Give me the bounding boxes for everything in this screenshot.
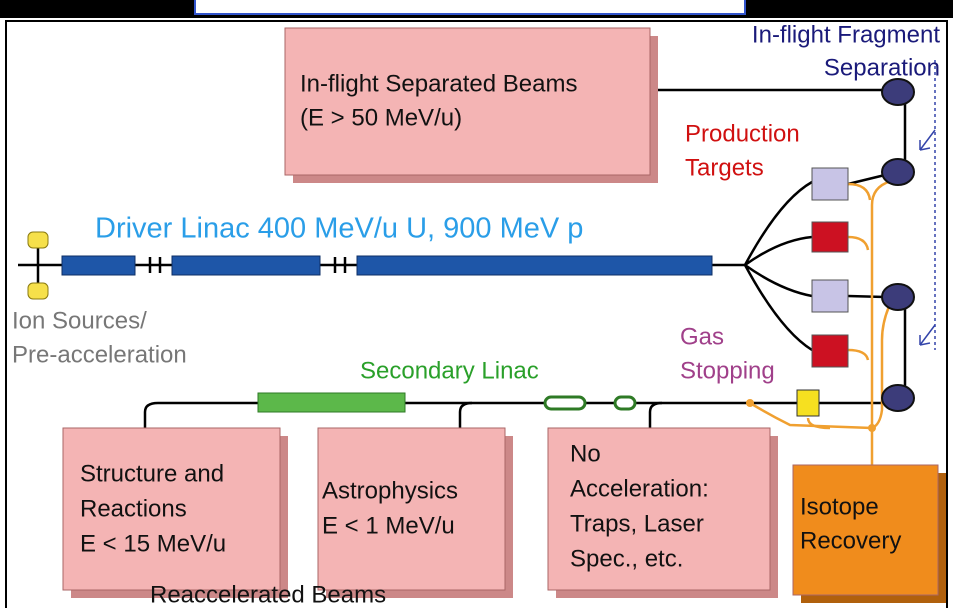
label: Stopping xyxy=(680,357,775,384)
top-tab xyxy=(194,0,746,15)
box-text: Structure and xyxy=(80,460,224,487)
label: Production xyxy=(685,120,800,147)
label: In-flight Fragment xyxy=(752,21,940,48)
linac-segments xyxy=(61,255,713,413)
magnets xyxy=(881,78,915,412)
arrows xyxy=(919,129,936,346)
targets xyxy=(796,167,849,417)
box-text: Isotope xyxy=(800,493,879,520)
box-text: Recovery xyxy=(800,527,901,554)
ion-sources xyxy=(27,231,49,300)
label: Gas xyxy=(680,323,724,350)
junction xyxy=(868,424,876,432)
box-text: E < 15 MeV/u xyxy=(80,530,226,557)
box-text: Spec., etc. xyxy=(570,545,683,572)
junction xyxy=(746,399,754,407)
box-text: No xyxy=(570,440,601,467)
label: Pre-acceleration xyxy=(12,341,187,368)
label: Separation xyxy=(824,54,940,81)
box xyxy=(317,427,506,591)
box xyxy=(284,27,651,176)
box-text: Reactions xyxy=(80,495,187,522)
box-text: In-flight Separated Beams xyxy=(300,70,578,97)
label: Ion Sources/ xyxy=(12,307,147,334)
label: Secondary Linac xyxy=(360,357,539,384)
label: Targets xyxy=(685,154,764,181)
box-text: Astrophysics xyxy=(322,477,458,504)
box-text: Traps, Laser xyxy=(570,510,704,537)
box-text: (E > 50 MeV/u) xyxy=(300,104,462,131)
label: Reaccelerated Beams xyxy=(150,581,386,608)
label: Driver Linac 400 MeV/u U, 900 MeV p xyxy=(95,213,583,245)
box-text: E < 1 MeV/u xyxy=(322,512,455,539)
box-text: Acceleration: xyxy=(570,475,709,502)
box xyxy=(792,464,939,596)
box xyxy=(547,427,771,591)
box xyxy=(62,427,281,591)
